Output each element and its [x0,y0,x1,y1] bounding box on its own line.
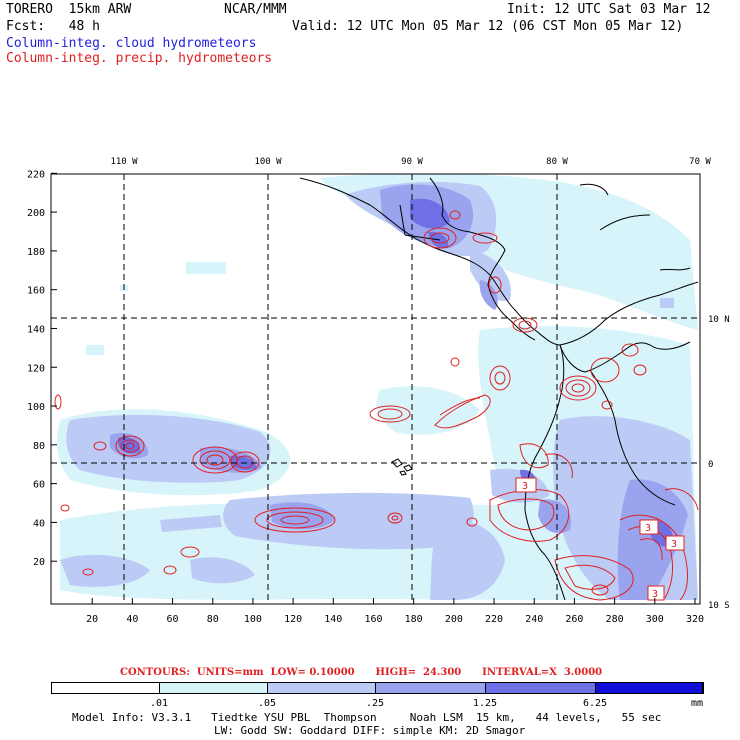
x-tick-label: 260 [565,614,583,625]
graticule [51,174,700,604]
field-label-precip: Column-integ. precip. hydrometeors [6,51,273,66]
x-tick-label: 60 [167,614,179,625]
lat-label: 10 S [708,601,730,611]
x-tick-label: 180 [405,614,423,625]
legend-label: 6.25 [583,698,607,709]
y-tick-label: 200 [27,208,45,219]
model-title: TORERO 15km ARW [6,2,132,17]
model-info-line2: LW: Godd SW: Goddard DIFF: simple KM: 2D… [214,724,526,737]
contour-label-3: 3 [671,539,677,550]
x-tick-label: 300 [646,614,664,625]
contour-label-4: 3 [652,589,658,600]
tick-marks [51,172,696,604]
lon-label: 110 W [110,157,138,167]
lat-label: 10 N [708,315,730,325]
init-time: Init: 12 UTC Sat 03 Mar 12 [507,2,711,17]
x-tick-label: 320 [686,614,704,625]
legend-label: .25 [366,698,384,709]
y-tick-label: 220 [27,169,45,180]
x-tick-label: 40 [126,614,138,625]
contour-label-2: 3 [645,523,651,534]
x-tick-label: 100 [244,614,262,625]
cloud-fill-layer [57,174,698,600]
y-tick-label: 80 [33,441,45,452]
precip-contours [54,210,699,601]
x-tick-label: 280 [606,614,624,625]
y-tick-label: 40 [33,518,45,529]
x-tick-label: 140 [324,614,342,625]
legend-label: .01 [150,698,168,709]
color-legend: .01 .05 .25 1.25 6.25 mm [51,682,704,709]
y-tick-label: 160 [27,286,45,297]
x-tick-label: 20 [86,614,98,625]
x-tick-label: 160 [364,614,382,625]
forecast-hour: Fcst: 48 h [6,19,100,34]
map-frame [50,173,701,605]
y-tick-label: 140 [27,324,45,335]
lat-label: 0 [708,460,713,470]
lon-label: 70 W [689,157,711,167]
org-label: NCAR/MMM [224,2,287,17]
legend-units: mm [691,698,703,709]
lon-label: 100 W [254,157,282,167]
y-tick-label: 100 [27,402,45,413]
y-tick-label: 60 [33,480,45,491]
lon-label: 90 W [401,157,423,167]
x-tick-label: 120 [284,614,302,625]
legend-swatch [159,682,268,694]
valid-time: Valid: 12 UTC Mon 05 Mar 12 (06 CST Mon … [292,19,684,34]
legend-label: .05 [258,698,276,709]
contour-label-1: 3 [522,481,528,492]
x-tick-label: 200 [445,614,463,625]
legend-swatch [51,682,160,694]
y-tick-label: 180 [27,247,45,258]
x-tick-label: 220 [485,614,503,625]
y-tick-label: 20 [33,557,45,568]
x-tick-label: 80 [207,614,219,625]
legend-label: 1.25 [473,698,497,709]
lon-label: 80 W [546,157,568,167]
contour-info: CONTOURS: UNITS=mm LOW= 0.10000 HIGH= 24… [120,667,603,678]
legend-swatch [485,682,596,694]
x-tick-label: 240 [525,614,543,625]
model-info-line1: Model Info: V3.3.1 Tiedtke YSU PBL Thomp… [72,711,662,724]
contour-labels [515,477,685,601]
legend-swatch [267,682,376,694]
legend-swatch [375,682,486,694]
field-label-cloud: Column-integ. cloud hydrometeors [6,36,257,51]
legend-swatch [595,682,703,694]
y-tick-label: 120 [27,363,45,374]
